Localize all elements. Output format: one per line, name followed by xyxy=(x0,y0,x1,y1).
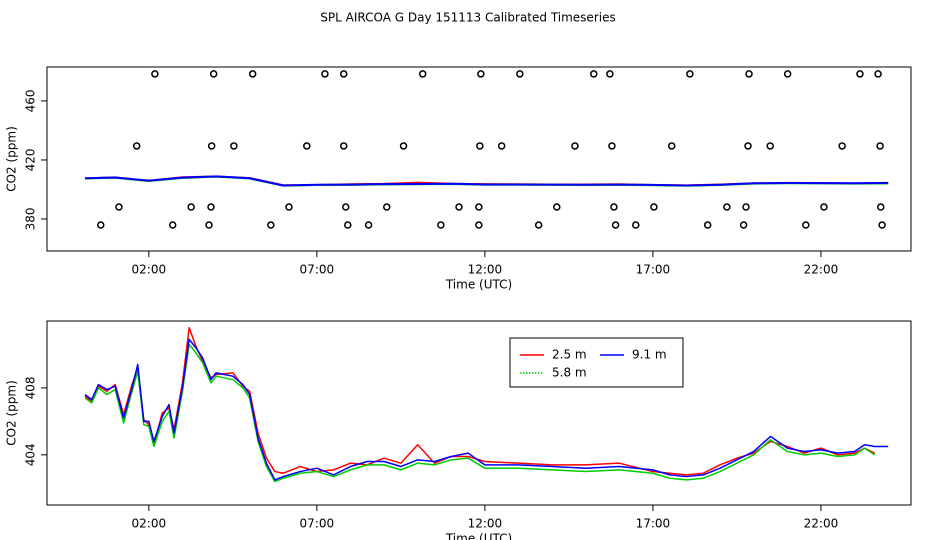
flag-point xyxy=(820,203,828,211)
plot-area xyxy=(84,326,889,483)
flag-point xyxy=(267,221,275,229)
flag-point xyxy=(590,70,598,78)
flag-point xyxy=(151,70,159,78)
flag-point xyxy=(686,70,694,78)
flag-point xyxy=(339,70,348,78)
flag-point xyxy=(475,203,483,211)
flag-point xyxy=(534,221,543,229)
flag-point xyxy=(516,70,524,78)
flag-point xyxy=(97,221,105,229)
y-tick-label: 420 xyxy=(24,149,38,172)
flag-point xyxy=(399,142,408,150)
flag-point xyxy=(606,70,614,78)
flag-point xyxy=(703,221,712,229)
y-tick-label: 404 xyxy=(24,443,38,466)
flag-point xyxy=(744,142,752,150)
x-tick-label: 07:00 xyxy=(300,263,335,277)
series-line xyxy=(84,338,889,481)
x-tick-label: 02:00 xyxy=(132,517,167,531)
flag-point xyxy=(205,221,213,229)
x-tick-label: 12:00 xyxy=(468,263,503,277)
flag-point xyxy=(339,142,348,150)
flag-point xyxy=(344,221,352,229)
legend-box xyxy=(509,337,684,388)
y-axis-label: CO2 (ppm) xyxy=(5,126,19,192)
legend-label: 9.1 m xyxy=(632,348,667,362)
flag-point xyxy=(477,70,485,78)
flag-point xyxy=(321,70,329,78)
flag-point xyxy=(571,142,579,150)
flag-point xyxy=(207,142,216,150)
x-tick-label: 22:00 xyxy=(804,517,839,531)
flag-point xyxy=(248,70,257,78)
flag-point xyxy=(783,70,792,78)
flag-point xyxy=(207,203,215,211)
plot-frame xyxy=(46,320,912,506)
chart-title: SPL AIRCOA G Day 151113 Calibrated Times… xyxy=(320,11,615,25)
flag-point xyxy=(455,203,463,211)
flag-point xyxy=(418,70,427,78)
flag-point xyxy=(303,142,311,150)
x-tick-label: 17:00 xyxy=(636,263,671,277)
flag-point xyxy=(342,203,350,211)
flag-point xyxy=(437,221,445,229)
flag-point xyxy=(650,203,658,211)
x-tick-label: 07:00 xyxy=(300,517,335,531)
flag-point xyxy=(168,221,177,229)
x-tick-label: 17:00 xyxy=(636,517,671,531)
flag-point xyxy=(610,203,618,211)
flag-point xyxy=(856,70,864,78)
y-tick-label: 460 xyxy=(24,89,38,112)
legend-label: 2.5 m xyxy=(552,348,587,362)
y-tick-label: 408 xyxy=(24,376,38,399)
series-line xyxy=(84,175,889,187)
x-tick-label: 02:00 xyxy=(132,263,167,277)
flag-point xyxy=(230,142,238,150)
flag-point xyxy=(739,221,748,229)
series-line xyxy=(84,343,876,483)
legend-label: 5.8 m xyxy=(552,366,587,380)
plot-area xyxy=(84,70,889,229)
y-axis-label: CO2 (ppm) xyxy=(5,380,19,446)
flag-point xyxy=(209,70,218,78)
flag-point xyxy=(742,203,750,211)
flag-point xyxy=(608,142,616,150)
flag-point xyxy=(497,142,506,150)
flag-point xyxy=(475,221,483,229)
plot-frame xyxy=(46,66,912,252)
flag-point xyxy=(476,142,484,150)
flag-point xyxy=(364,221,373,229)
flag-point xyxy=(802,221,810,229)
flag-point xyxy=(874,70,882,78)
x-axis-label: Time (UTC) xyxy=(445,278,512,292)
x-tick-label: 12:00 xyxy=(468,517,503,531)
flag-point xyxy=(723,203,731,211)
flag-point xyxy=(285,203,293,211)
flag-point xyxy=(667,142,676,150)
flag-point xyxy=(745,70,753,78)
flag-point xyxy=(132,142,141,150)
flag-point xyxy=(611,221,620,229)
flag-point xyxy=(877,203,885,211)
flag-point xyxy=(115,203,123,211)
flag-point xyxy=(383,203,391,211)
flag-point xyxy=(766,142,774,150)
flag-point xyxy=(876,142,884,150)
flag-point xyxy=(632,221,640,229)
flag-point xyxy=(187,203,195,211)
flag-point xyxy=(838,142,846,150)
x-tick-label: 22:00 xyxy=(804,263,839,277)
flag-point xyxy=(878,221,886,229)
flag-point xyxy=(553,203,561,211)
y-tick-label: 380 xyxy=(24,208,38,231)
x-axis-label: Time (UTC) xyxy=(445,532,512,540)
